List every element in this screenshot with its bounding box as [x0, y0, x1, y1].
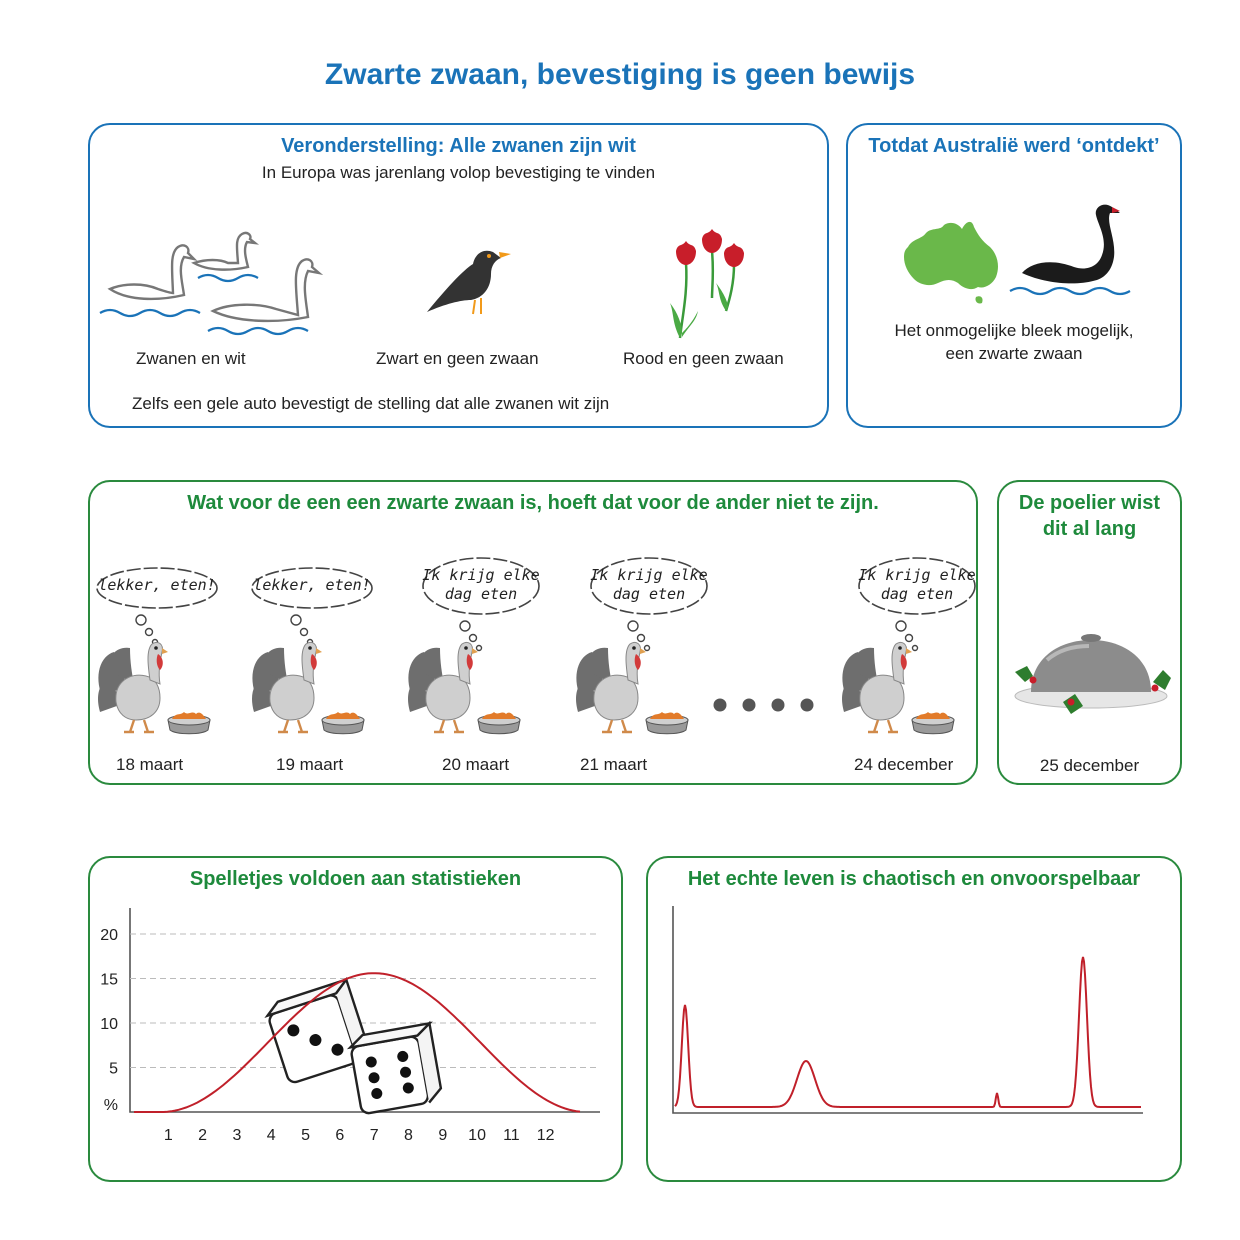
thought-bubble-line1: Ik krijg elke	[858, 566, 976, 584]
turkey-title: Wat voor de een een zwarte zwaan is, hoe…	[187, 492, 879, 514]
thought-bubble-text: lekker, eten!	[247, 576, 377, 595]
games-x-tick: 6	[335, 1127, 344, 1144]
poulterer-panel: De poelier wist dit al lang 25 december	[997, 480, 1182, 785]
games-x-tick: 8	[404, 1127, 413, 1144]
games-title: Spelletjes voldoen aan statistieken	[189, 868, 522, 890]
turkey-icon	[408, 641, 478, 734]
life-panel: Het echte leven is chaotisch en onvoorsp…	[646, 856, 1182, 1182]
games-axes	[129, 908, 600, 1113]
australia-map-icon	[904, 221, 998, 304]
life-title: Het echte leven is chaotisch en onvoorsp…	[687, 868, 1141, 890]
food-bowl-icon	[645, 712, 689, 735]
turkey-date: 19 maart	[276, 755, 344, 774]
thought-bubble-text: Ik krijg elke dag eten	[418, 566, 544, 604]
thought-bubble	[422, 557, 540, 652]
australia-panel: Totdat Australië werd ‘ontdekt’ Het onmo…	[846, 123, 1182, 428]
thought-bubble	[96, 567, 218, 646]
thought-bubble-text: Ik krijg elke dag eten	[586, 566, 712, 604]
assumption-title: Veronderstelling: Alle zwanen zijn wit	[281, 135, 636, 157]
games-x-tick: 11	[503, 1127, 520, 1144]
thought-bubble	[858, 557, 976, 652]
games-x-tick: 9	[438, 1127, 447, 1144]
turkey-date: 18 maart	[116, 755, 184, 774]
caption-white-swans: Zwanen en wit	[136, 349, 246, 368]
australia-caption-line1: Het onmogelijke bleek mogelijk,	[894, 321, 1134, 340]
thought-bubble-line2: dag eten	[444, 585, 518, 603]
turkey-date: 20 maart	[442, 755, 510, 774]
thought-bubble-line1: lekker, eten!	[253, 576, 371, 594]
assumption-footer: Zelfs een gele auto bevestigt de stellin…	[132, 394, 610, 413]
food-bowl-icon	[167, 712, 211, 735]
thought-bubble-line2: dag eten	[880, 585, 954, 603]
games-y-tick: 10	[100, 1016, 118, 1033]
assumption-panel: Veronderstelling: Alle zwanen zijn wit I…	[88, 123, 829, 428]
games-x-tick: 12	[537, 1127, 555, 1144]
serving-dish-icon	[1014, 634, 1171, 714]
thought-bubble-line1: lekker, eten!	[98, 576, 216, 594]
poulterer-title-line1: De poelier wist	[1018, 492, 1161, 514]
games-y-label: %	[104, 1097, 118, 1114]
thought-bubble-line1: Ik krijg elke	[590, 566, 708, 584]
turkey-icon	[576, 641, 646, 734]
games-x-tick: 1	[164, 1127, 173, 1144]
caption-tulips: Rood en geen zwaan	[623, 349, 784, 368]
food-bowl-icon	[477, 712, 521, 735]
games-y-tick: 15	[100, 972, 118, 989]
games-y-tick: 20	[100, 927, 118, 944]
ellipsis-dots	[713, 698, 814, 712]
poulterer-title-line2: dit al lang	[1042, 518, 1137, 540]
games-x-tick: 5	[301, 1127, 310, 1144]
games-x-tick: 7	[370, 1127, 379, 1144]
thought-bubble	[590, 557, 708, 652]
black-swan-icon	[1009, 204, 1131, 296]
turkey-icon	[842, 641, 912, 734]
games-x-tick: 10	[468, 1127, 486, 1144]
thought-bubble-text: lekker, eten!	[92, 576, 222, 595]
poulterer-date: 25 december	[1039, 756, 1140, 775]
australia-caption-line2: een zwarte zwaan	[945, 344, 1083, 363]
food-bowl-icon	[321, 712, 365, 735]
turkey-date: 21 maart	[580, 755, 648, 774]
life-chart	[672, 906, 1143, 1114]
games-series-line	[134, 972, 581, 1113]
caption-blackbird: Zwart en geen zwaan	[376, 349, 539, 368]
main-title: Zwarte zwaan, bevestiging is geen bewijs	[324, 58, 916, 91]
life-series-line	[674, 956, 1141, 1108]
games-x-tick: 3	[232, 1127, 241, 1144]
games-x-tick: 4	[267, 1127, 276, 1144]
dice-icon	[264, 976, 443, 1115]
turkey-panel: Wat voor de een een zwarte zwaan is, hoe…	[88, 480, 978, 785]
thought-bubble-text: Ik krijg elke dag eten	[854, 566, 980, 604]
food-bowl-icon	[911, 712, 955, 735]
assumption-subtitle: In Europa was jarenlang volop bevestigin…	[261, 163, 656, 182]
turkey-date: 24 december	[854, 755, 954, 774]
life-axes	[672, 906, 1143, 1114]
white-swans-icon	[99, 231, 324, 336]
australia-title: Totdat Australië werd ‘ontdekt’	[868, 135, 1160, 157]
turkey-icon	[252, 641, 322, 734]
blackbird-icon	[427, 250, 511, 315]
games-y-tick: 5	[109, 1061, 118, 1078]
tulips-icon	[670, 229, 744, 339]
games-x-tick: 2	[198, 1127, 207, 1144]
thought-bubble-line1: Ik krijg elke	[422, 566, 540, 584]
thought-bubble-line2: dag eten	[612, 585, 686, 603]
turkey-icon	[98, 641, 168, 734]
